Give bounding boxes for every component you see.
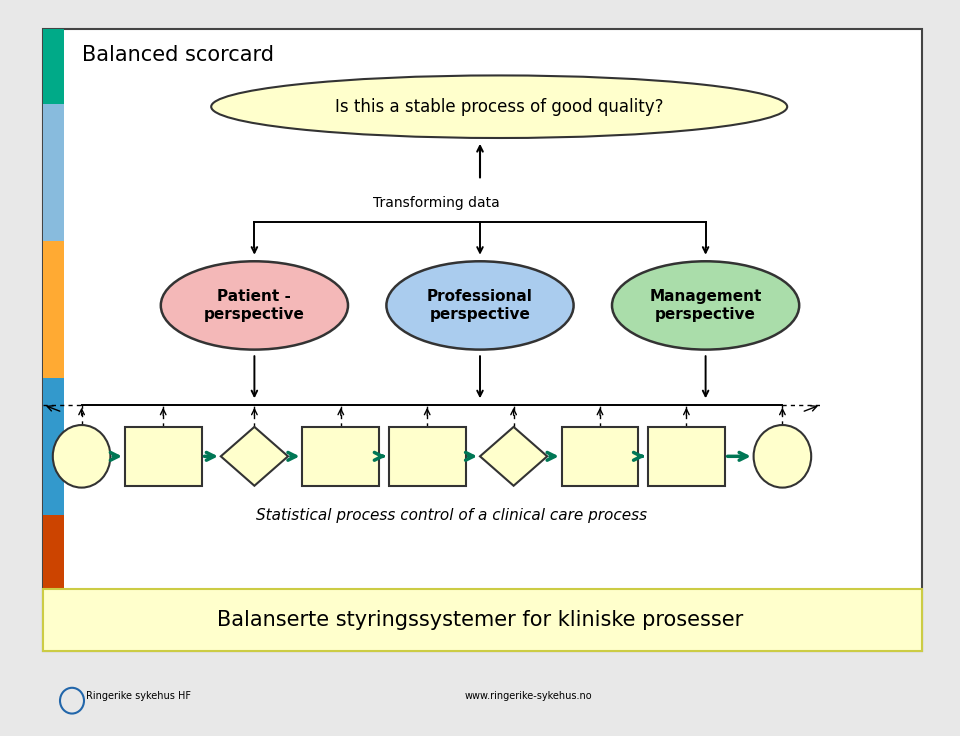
- Bar: [43, 29, 64, 104]
- Bar: [562, 427, 638, 486]
- Polygon shape: [480, 427, 547, 486]
- Text: Professional
perspective: Professional perspective: [427, 289, 533, 322]
- Text: Statistical process control of a clinical care process: Statistical process control of a clinica…: [255, 508, 647, 523]
- Bar: [43, 514, 64, 651]
- Bar: [43, 29, 922, 651]
- Bar: [125, 427, 202, 486]
- Text: Balanserte styringssystemer for kliniske prosesser: Balanserte styringssystemer for kliniske…: [217, 610, 743, 630]
- Text: Is this a stable process of good quality?: Is this a stable process of good quality…: [335, 98, 663, 116]
- Ellipse shape: [211, 76, 787, 138]
- Bar: [43, 104, 64, 241]
- Bar: [43, 241, 64, 378]
- Text: Management
perspective: Management perspective: [649, 289, 762, 322]
- Bar: [43, 589, 922, 651]
- Ellipse shape: [386, 261, 574, 350]
- Text: www.ringerike-sykehus.no: www.ringerike-sykehus.no: [465, 690, 591, 701]
- Text: Balanced scorcard: Balanced scorcard: [82, 45, 274, 66]
- Bar: [648, 427, 725, 486]
- Ellipse shape: [53, 425, 110, 487]
- Text: Ringerike sykehus HF: Ringerike sykehus HF: [86, 690, 191, 701]
- Text: Patient -
perspective: Patient - perspective: [204, 289, 305, 322]
- Bar: [389, 427, 466, 486]
- Ellipse shape: [161, 261, 348, 350]
- Ellipse shape: [754, 425, 811, 487]
- Ellipse shape: [612, 261, 799, 350]
- Text: Transforming data: Transforming data: [373, 196, 500, 210]
- Bar: [43, 378, 64, 514]
- Bar: [302, 427, 379, 486]
- Polygon shape: [221, 427, 288, 486]
